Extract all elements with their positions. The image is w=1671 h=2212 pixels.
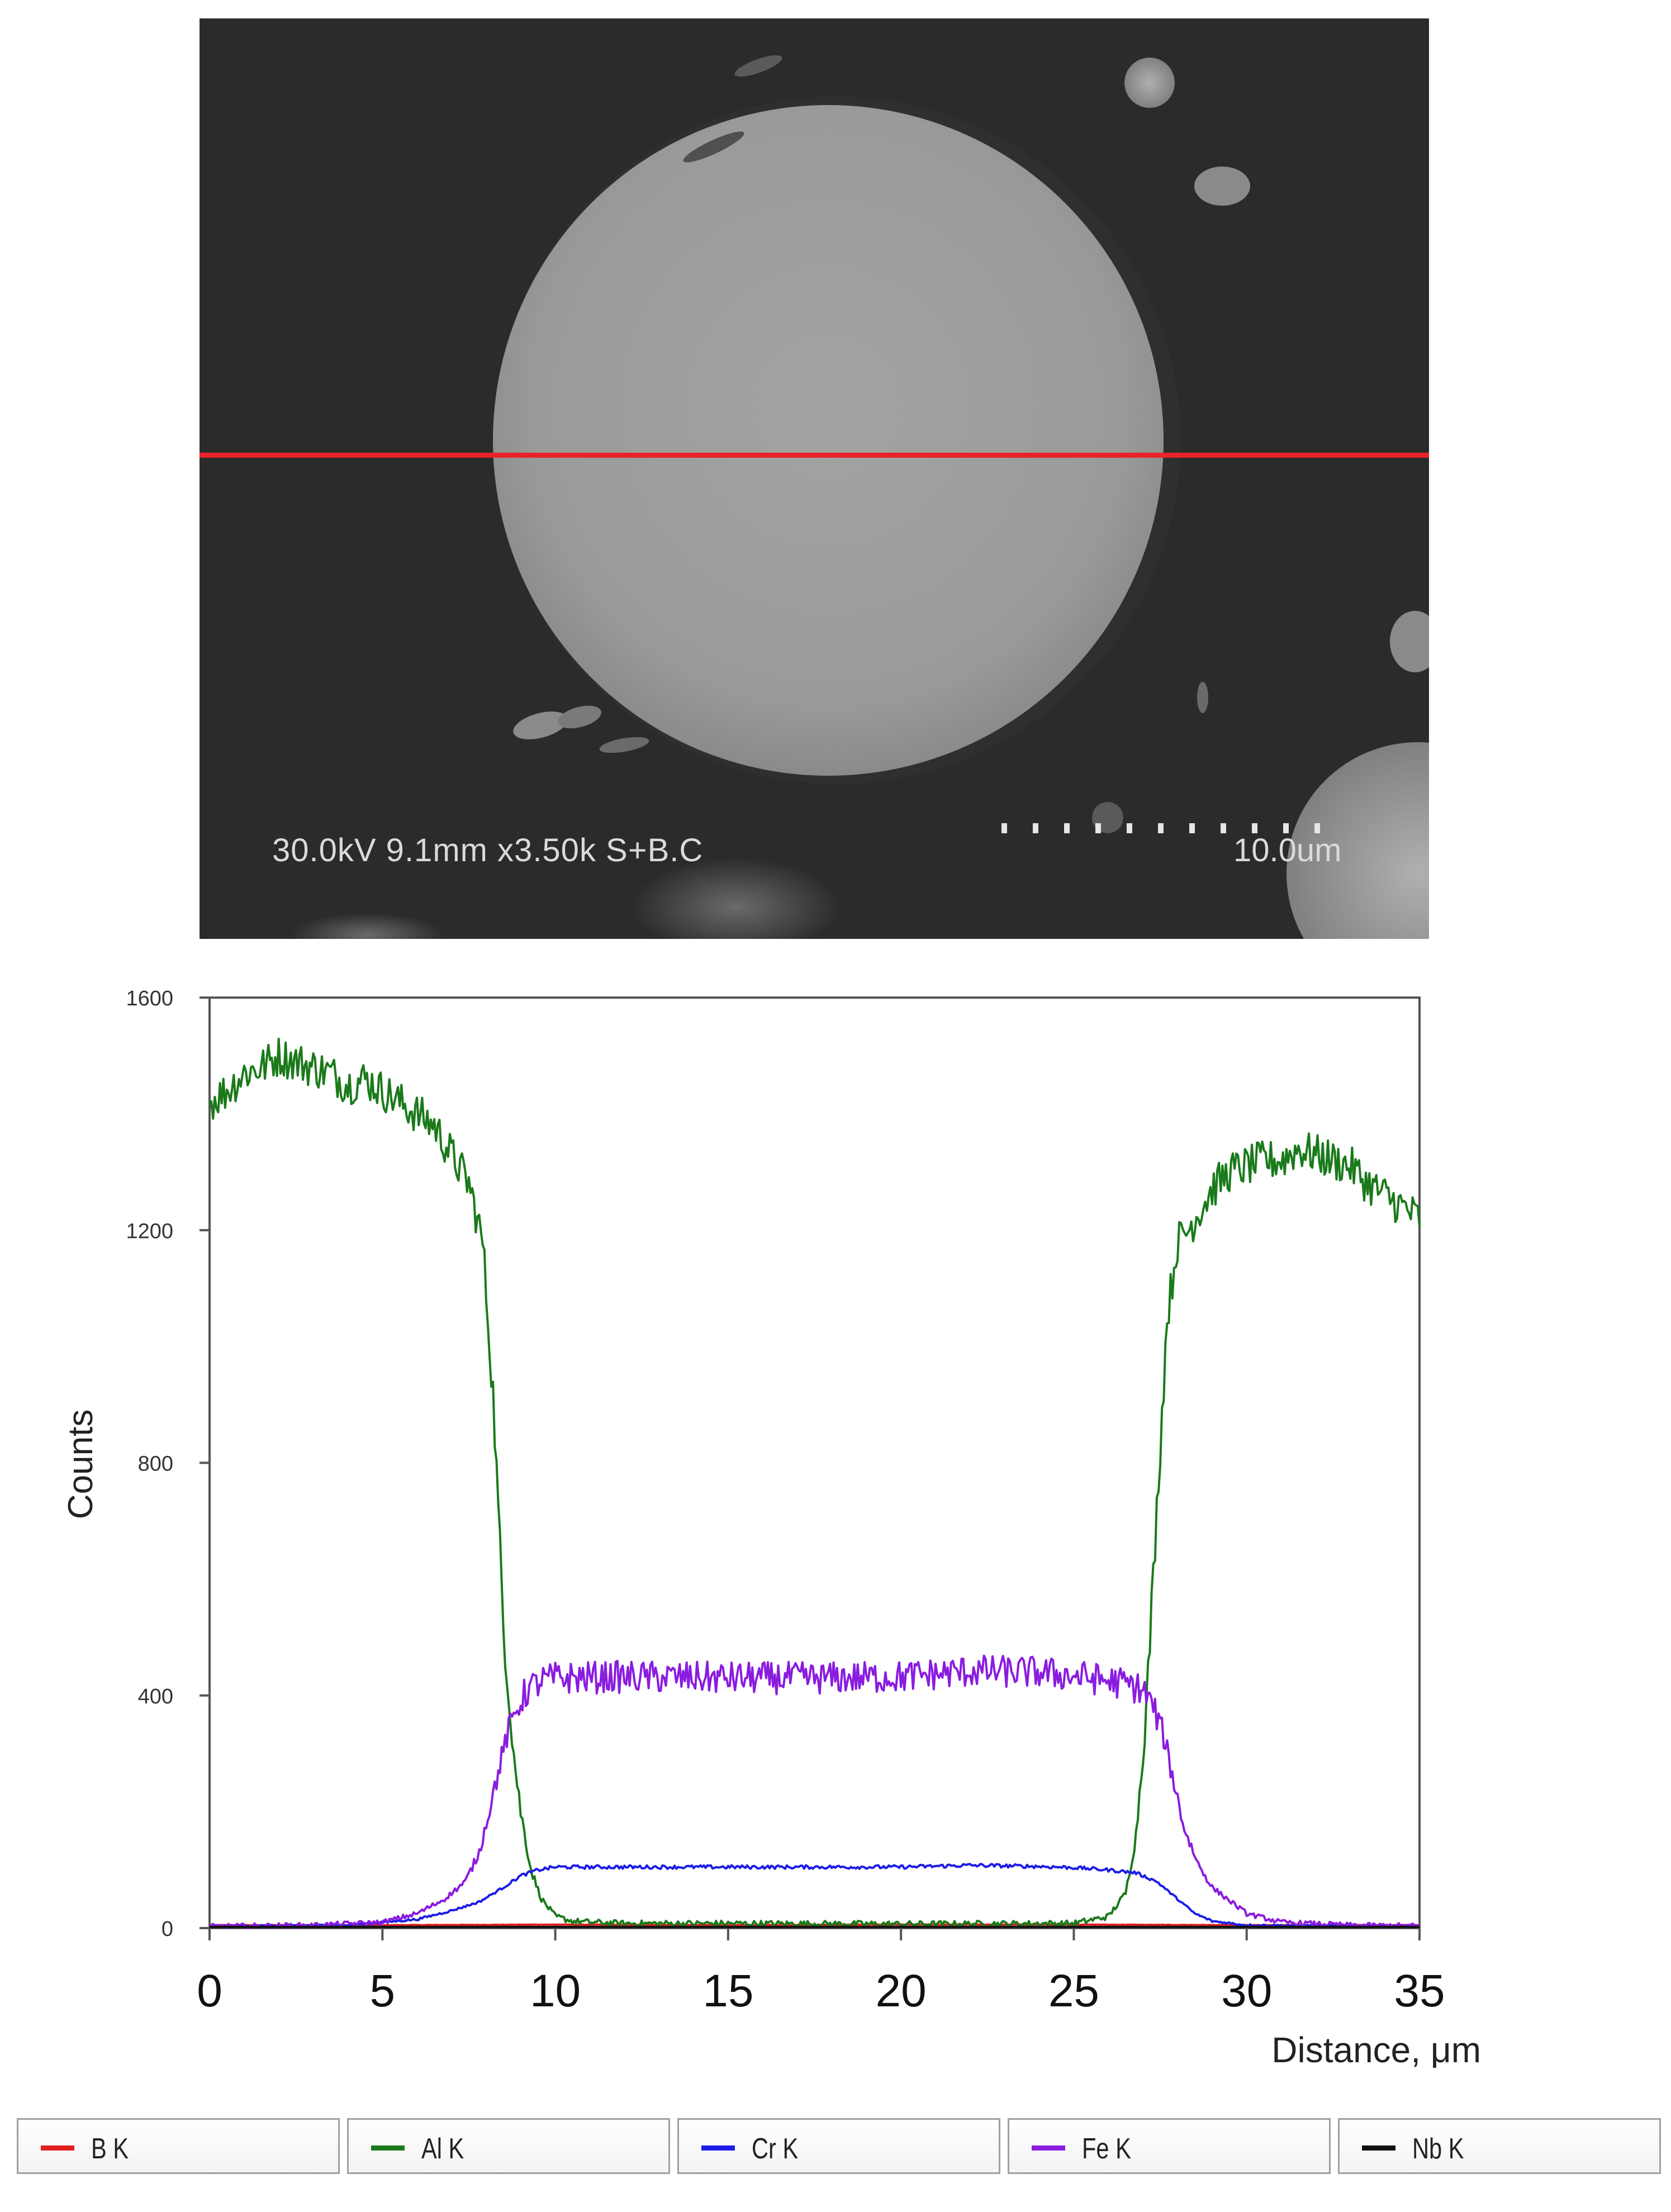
- series-lines: [208, 1037, 1421, 1929]
- scale-bar-dot: [1064, 823, 1070, 833]
- legend-item-b-k: B K: [17, 2118, 340, 2174]
- blurred-particle: [289, 913, 445, 939]
- x-tick-label: 20: [876, 1966, 927, 2016]
- blurred-particle: [630, 857, 842, 939]
- legend-swatch: [701, 2145, 735, 2151]
- sem-micrograph: 30.0kV 9.1mm x3.50k S+B.C 10.0um: [200, 18, 1429, 939]
- legend-swatch: [41, 2145, 74, 2151]
- scale-bar: [1001, 823, 1320, 833]
- x-tick-label: 0: [197, 1966, 222, 2016]
- sem-scale-label: 10.0um: [1233, 832, 1342, 868]
- debris: [599, 737, 649, 753]
- scale-bar-dot: [1033, 823, 1038, 833]
- debris: [558, 705, 601, 729]
- x-tick-label: 5: [369, 1966, 395, 2016]
- series-line-cr-k: [209, 1863, 1421, 1929]
- x-tick-label: 30: [1221, 1966, 1272, 2016]
- scale-bar-dot: [1189, 823, 1195, 833]
- legend-label: B K: [91, 2133, 129, 2165]
- y-tick-label: 0: [162, 1917, 173, 1941]
- x-tick-label: 25: [1048, 1966, 1099, 2016]
- legend-item-nb-k: Nb K: [1338, 2118, 1661, 2174]
- legend-item-fe-k: Fe K: [1008, 2118, 1331, 2174]
- debris: [683, 131, 744, 163]
- main-particle: [493, 105, 1164, 776]
- x-tick-label: 15: [702, 1966, 753, 2016]
- x-tick-label: 10: [530, 1966, 581, 2016]
- scan-line: [200, 453, 1429, 458]
- series-line-al-k: [208, 1037, 1421, 1928]
- y-axis-label: Counts: [61, 1409, 100, 1519]
- scale-bar-dot: [1001, 823, 1007, 833]
- scale-bar-dot: [1252, 823, 1257, 833]
- y-axis: 0 400 800 1200 1600: [126, 987, 210, 1941]
- scale-bar-dot: [1221, 823, 1226, 833]
- y-tick-label: 1200: [126, 1219, 173, 1243]
- debris: [734, 55, 782, 77]
- x-tick-label: 35: [1394, 1966, 1445, 2016]
- sem-image-drawing: [200, 18, 1429, 939]
- plot-area: [208, 996, 1421, 1929]
- series-line-fe-k: [208, 1654, 1420, 1929]
- linescan-chart: 0 400 800 1200 1600 0 5 10 15 20 25 30 35 Counts Di…: [61, 987, 1481, 2068]
- legend-swatch: [1362, 2145, 1395, 2151]
- scale-bar-dot: [1127, 823, 1132, 833]
- legend-label: Fe K: [1082, 2133, 1131, 2165]
- scale-bar-dot: [1095, 823, 1101, 833]
- legend: B K Al K Cr K Fe K Nb K: [17, 2118, 1663, 2177]
- x-axis-label: Distance, μm: [1271, 2030, 1481, 2068]
- debris: [513, 711, 568, 739]
- debris: [1194, 167, 1250, 206]
- scale-bar-dot: [1158, 823, 1164, 833]
- x-axis: 0 5 10 15 20 25 30 35: [197, 1928, 1445, 2016]
- legend-label: Nb K: [1412, 2133, 1464, 2165]
- legend-label: Al K: [421, 2133, 464, 2165]
- scale-bar-dot: [1314, 823, 1320, 833]
- legend-item-al-k: Al K: [347, 2118, 670, 2174]
- y-tick-label: 400: [138, 1685, 173, 1708]
- sem-info-text: 30.0kV 9.1mm x3.50k S+B.C: [272, 832, 704, 868]
- scale-bar-dot: [1283, 823, 1289, 833]
- legend-label: Cr K: [752, 2133, 799, 2165]
- legend-swatch: [1032, 2145, 1065, 2151]
- debris: [1197, 682, 1208, 713]
- edge-particle: [1287, 742, 1429, 939]
- edge-particle: [1390, 611, 1429, 672]
- small-particle: [1124, 58, 1175, 108]
- y-tick-label: 1600: [126, 987, 173, 1010]
- y-tick-label: 800: [138, 1452, 173, 1476]
- legend-swatch: [371, 2145, 405, 2151]
- legend-item-cr-k: Cr K: [677, 2118, 1000, 2174]
